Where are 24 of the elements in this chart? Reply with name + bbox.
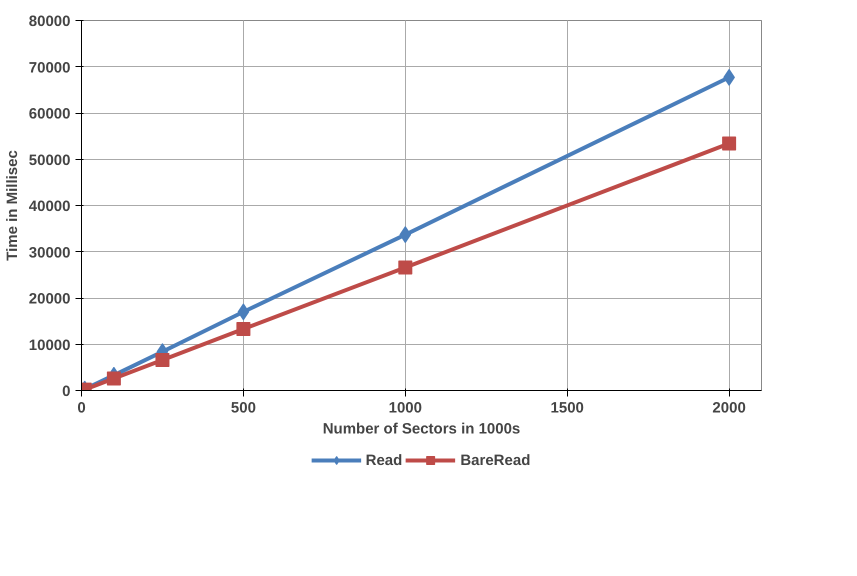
y-tick-label: 70000 xyxy=(28,59,71,76)
y-tick-label: 30000 xyxy=(28,244,71,262)
x-tick-label: 2000 xyxy=(712,400,746,416)
y-tick-label: 0 xyxy=(62,383,70,400)
y-axis-title: Time in Millisec xyxy=(4,150,21,261)
point xyxy=(722,136,736,151)
y-tick-label: 60000 xyxy=(28,106,71,122)
x-tick-label: 1500 xyxy=(550,400,584,416)
point xyxy=(106,371,121,386)
legend-label: Read xyxy=(366,452,402,468)
y-tick-label: 80000 xyxy=(28,13,71,30)
point xyxy=(155,352,170,367)
x-tick-label: 1000 xyxy=(388,400,422,416)
point xyxy=(399,226,412,244)
point xyxy=(236,322,250,336)
y-tick-label: 10000 xyxy=(28,336,71,354)
y-tick-label: 40000 xyxy=(28,198,71,215)
y-tick-label: 50000 xyxy=(28,152,71,169)
x-tick-label: 500 xyxy=(230,400,256,416)
x-axis-title: Number of Sectors in 1000s xyxy=(322,420,520,438)
point xyxy=(398,260,412,274)
x-tick-label: 0 xyxy=(77,400,86,416)
legend-label: BareRead xyxy=(460,452,530,468)
y-tick-label: 20000 xyxy=(28,290,71,308)
